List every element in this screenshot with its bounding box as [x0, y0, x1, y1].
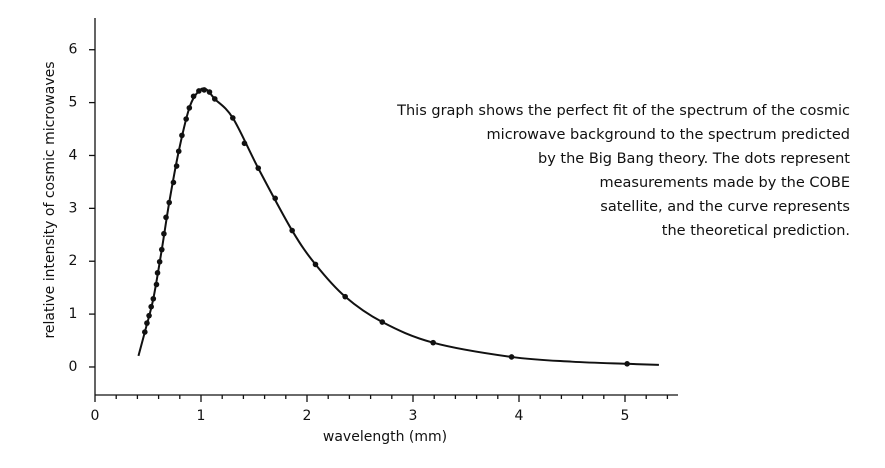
data-point: [183, 116, 189, 122]
data-point: [272, 195, 279, 202]
data-point: [430, 339, 436, 346]
annotation-line: This graph shows the perfect fit of the …: [396, 103, 850, 119]
data-point: [158, 246, 165, 253]
data-point: [144, 320, 150, 326]
data-point: [173, 163, 180, 169]
y-tick-label: 1: [69, 306, 78, 322]
data-point: [190, 93, 197, 100]
data-point: [166, 199, 172, 206]
data-point: [624, 361, 630, 367]
x-tick-label: 1: [197, 408, 206, 424]
annotation-line: satellite, and the curve represents: [600, 199, 850, 215]
y-axis-label: relative intensity of cosmic microwaves: [42, 61, 58, 338]
data-point: [230, 115, 236, 121]
x-tick-label: 3: [409, 408, 418, 424]
x-tick-label: 2: [303, 408, 312, 424]
data-point: [148, 303, 154, 310]
data-point: [146, 312, 152, 319]
data-point: [186, 105, 193, 111]
data-point: [379, 319, 386, 325]
y-tick-label: 0: [69, 359, 78, 375]
data-point: [211, 96, 218, 102]
data-point: [153, 281, 160, 288]
data-point: [156, 258, 163, 265]
data-point: [150, 295, 157, 302]
y-tick-label: 5: [69, 95, 78, 111]
annotation-line: measurements made by the COBE: [599, 175, 850, 191]
y-tick-label: 2: [69, 253, 78, 269]
y-tick-label: 4: [69, 147, 78, 163]
data-point: [170, 179, 177, 186]
data-point: [289, 227, 295, 234]
data-point: [201, 87, 207, 93]
data-point: [508, 354, 515, 360]
annotation-line: by the Big Bang theory. The dots represe…: [538, 151, 850, 167]
annotation-line: the theoretical prediction.: [662, 223, 850, 239]
data-point: [206, 89, 213, 95]
data-point: [342, 293, 348, 300]
x-tick-label: 0: [91, 408, 100, 424]
data-point: [196, 88, 202, 94]
data-point: [142, 329, 148, 335]
data-point: [241, 140, 248, 147]
y-tick-label: 6: [69, 42, 78, 58]
data-point: [161, 230, 167, 237]
annotation-line: microwave background to the spectrum pre…: [487, 127, 850, 143]
y-tick-label: 3: [69, 200, 78, 216]
data-point: [255, 165, 262, 171]
data-point: [312, 261, 319, 268]
data-point: [175, 148, 182, 155]
data-point: [163, 214, 169, 221]
x-axis-label: wavelength (mm): [323, 429, 447, 445]
x-tick-label: 5: [621, 408, 630, 424]
data-point: [154, 270, 161, 276]
data-point: [179, 132, 185, 139]
x-tick-label: 4: [515, 408, 524, 424]
